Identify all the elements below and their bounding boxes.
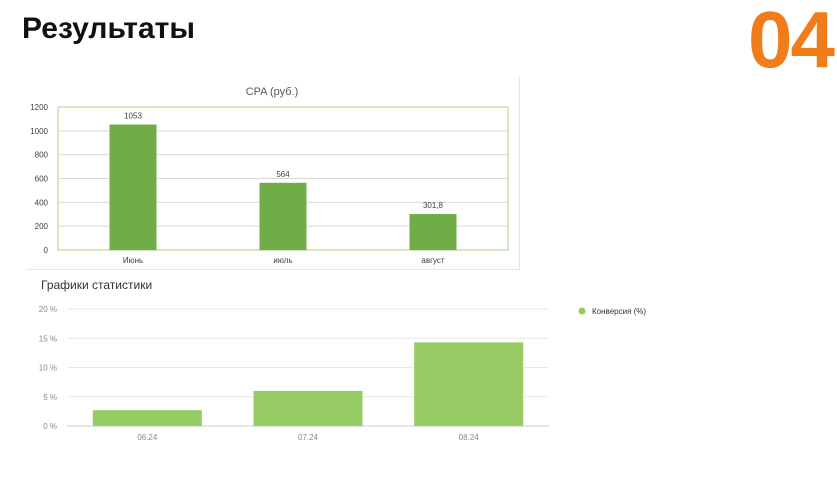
cpa-data-label: 1053 [124, 112, 142, 121]
cpa-bar-2 [259, 182, 307, 250]
stats-x-tick-label: 06.24 [137, 433, 158, 442]
stats-bar-2 [253, 390, 363, 426]
legend-swatch-conversion [578, 307, 586, 315]
stats-bar-1 [92, 410, 202, 426]
stats-x-tick-label: 08.24 [459, 433, 480, 442]
cpa-data-label: 564 [276, 170, 290, 179]
cpa-y-tick-label: 800 [35, 151, 49, 160]
cpa-data-label: 301,8 [423, 201, 444, 210]
cpa-y-tick-label: 0 [44, 246, 49, 255]
cpa-chart-title: CPA (руб.) [246, 86, 299, 98]
stats-y-tick-label: 20 % [39, 305, 57, 314]
cpa-y-tick-label: 200 [35, 222, 49, 231]
page-number: 04 [748, 0, 835, 84]
stats-y-tick-label: 0 % [43, 422, 57, 431]
cpa-x-tick-label: июль [273, 256, 292, 265]
cpa-y-tick-label: 600 [35, 175, 49, 184]
cpa-x-tick-label: август [421, 256, 445, 265]
stats-chart-panel: Графики статистики Конверсия (%) 0 % 5 % 1… [0, 270, 837, 487]
stats-chart-title: Графики статистики [41, 278, 152, 292]
cpa-chart-panel: CPA (руб.) 0 200 400 600 800 1000 1200 1053 Июнь… [26, 76, 520, 270]
cpa-bar-3 [409, 214, 457, 250]
stats-y-tick-label: 10 % [39, 364, 57, 373]
legend-label-conversion[interactable]: Конверсия (%) [592, 307, 646, 316]
stats-y-tick-label: 15 % [39, 334, 57, 343]
cpa-y-tick-label: 1200 [30, 103, 48, 112]
cpa-y-tick-label: 1000 [30, 127, 48, 136]
cpa-y-tick-label: 400 [35, 198, 49, 207]
stats-bar-3 [414, 342, 524, 426]
cpa-chart: CPA (руб.) 0 200 400 600 800 1000 1200 1053 Июнь… [30, 86, 509, 265]
stats-chart: Графики статистики Конверсия (%) 0 % 5 % 1… [39, 278, 647, 442]
stats-x-tick-label: 07.24 [298, 433, 319, 442]
stats-y-tick-label: 5 % [43, 393, 57, 402]
cpa-bar-1 [109, 124, 157, 250]
cpa-x-tick-label: Июнь [123, 256, 143, 265]
page-title: Результаты [22, 12, 195, 45]
